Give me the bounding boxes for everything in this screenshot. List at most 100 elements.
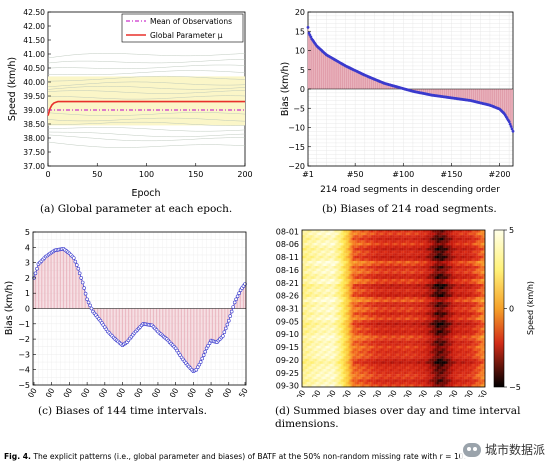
heatmap-cell xyxy=(481,253,483,256)
heatmap-cell xyxy=(347,294,350,298)
bias-point xyxy=(232,300,237,305)
bias-bar xyxy=(76,265,78,309)
heatmap-cell xyxy=(321,242,323,246)
bias-bar xyxy=(133,308,135,333)
heatmap-cell xyxy=(467,299,469,303)
heatmap-cell xyxy=(439,294,441,298)
heatmap-cell xyxy=(338,235,341,238)
heatmap-cell xyxy=(431,299,434,303)
heatmap-cell xyxy=(463,296,465,300)
heatmap-cell xyxy=(407,255,409,259)
heatmap-cell xyxy=(363,276,365,280)
heatmap-cell xyxy=(432,235,435,238)
heatmap-cell xyxy=(403,291,406,295)
heatmap-cell xyxy=(354,248,356,251)
bias-bar xyxy=(51,252,53,309)
heatmap-cell xyxy=(368,253,370,256)
heatmap-cell xyxy=(422,271,425,274)
heatmap-cell xyxy=(415,260,417,264)
heatmap-cell xyxy=(343,286,346,290)
heatmap-cell xyxy=(474,273,477,277)
heatmap-cell xyxy=(379,289,381,292)
heatmap-cell xyxy=(331,278,333,282)
heatmap-cell xyxy=(427,240,430,244)
heatmap-cell xyxy=(326,248,328,251)
heatmap-cell xyxy=(460,237,463,241)
heatmap-cell xyxy=(422,242,425,246)
heatmap-cell xyxy=(471,281,473,285)
heatmap-cell xyxy=(444,284,446,287)
heatmap-cell xyxy=(455,263,458,267)
heatmap-cell xyxy=(397,248,399,251)
heatmap-cell xyxy=(304,242,306,246)
heatmap-cell xyxy=(319,281,322,285)
heatmap-cell xyxy=(321,299,323,303)
bias-bar xyxy=(139,308,141,327)
heatmap-cell xyxy=(354,299,356,303)
heatmap-cell xyxy=(317,260,319,264)
bias-bar xyxy=(57,249,59,309)
heatmap-cell xyxy=(422,248,425,251)
heatmap-cell xyxy=(407,286,409,290)
heatmap-cell xyxy=(322,273,324,277)
heatmap-cell xyxy=(465,278,468,282)
bias-bar xyxy=(191,308,193,370)
heatmap-cell xyxy=(446,235,449,238)
heatmap-cell xyxy=(464,284,467,287)
heatmap-cell xyxy=(411,235,413,238)
heatmap-cell xyxy=(469,291,472,295)
heatmap-cell xyxy=(364,250,366,254)
heatmap-cell xyxy=(304,273,306,277)
heatmap-cell xyxy=(376,263,379,267)
segment-curve xyxy=(47,112,246,116)
heatmap-cell xyxy=(459,273,461,277)
heatmap-cell xyxy=(457,235,459,238)
heatmap-cell xyxy=(471,273,473,277)
heatmap-cell xyxy=(336,245,338,249)
heatmap-cell xyxy=(315,273,318,277)
heatmap-cell xyxy=(398,255,400,259)
heatmap-cell xyxy=(312,245,314,249)
heatmap-cell xyxy=(411,284,413,287)
heatmap-cell xyxy=(407,273,409,277)
heatmap-cell xyxy=(345,242,347,246)
heatmap-cell xyxy=(309,294,312,298)
heatmap-cell xyxy=(333,278,336,282)
heatmap-cell xyxy=(417,250,420,254)
heatmap-cell xyxy=(319,294,322,298)
heatmap-cell xyxy=(431,296,434,300)
heatmap-cell xyxy=(430,263,432,267)
heatmap-cell xyxy=(462,248,464,251)
heatmap-cell xyxy=(429,245,431,249)
heatmap-cell xyxy=(355,258,357,262)
heatmap-cell xyxy=(322,291,324,295)
heatmap-cell xyxy=(398,230,400,233)
heatmap-cell xyxy=(476,273,478,277)
heatmap-cell xyxy=(373,291,375,295)
heatmap-cell xyxy=(350,255,352,259)
heatmap-cell xyxy=(393,258,395,262)
heatmap-cell xyxy=(350,268,352,272)
heatmap-cell xyxy=(379,260,381,264)
heatmap-cell xyxy=(482,245,484,249)
heatmap-cell xyxy=(321,245,323,249)
heatmap-cell xyxy=(397,286,399,290)
heatmap-cell xyxy=(437,263,440,267)
heatmap-cell xyxy=(459,299,461,303)
heatmap-cell xyxy=(449,230,451,233)
heatmap-cell xyxy=(436,255,439,259)
heatmap-cell xyxy=(338,302,341,305)
heatmap-cell xyxy=(390,281,393,285)
heatmap-cell xyxy=(363,263,365,267)
heatmap-cell xyxy=(476,278,478,282)
heatmap-cell xyxy=(453,299,455,303)
heatmap-cell xyxy=(341,242,343,246)
heatmap-cell xyxy=(426,278,428,282)
heatmap-cell xyxy=(429,294,431,298)
heatmap-cell xyxy=(415,266,417,269)
heatmap-cell xyxy=(465,242,468,246)
heatmap-cell xyxy=(435,232,437,236)
heatmap-cell xyxy=(335,291,337,295)
heatmap-cell xyxy=(338,299,341,303)
heatmap-cell xyxy=(453,258,455,262)
